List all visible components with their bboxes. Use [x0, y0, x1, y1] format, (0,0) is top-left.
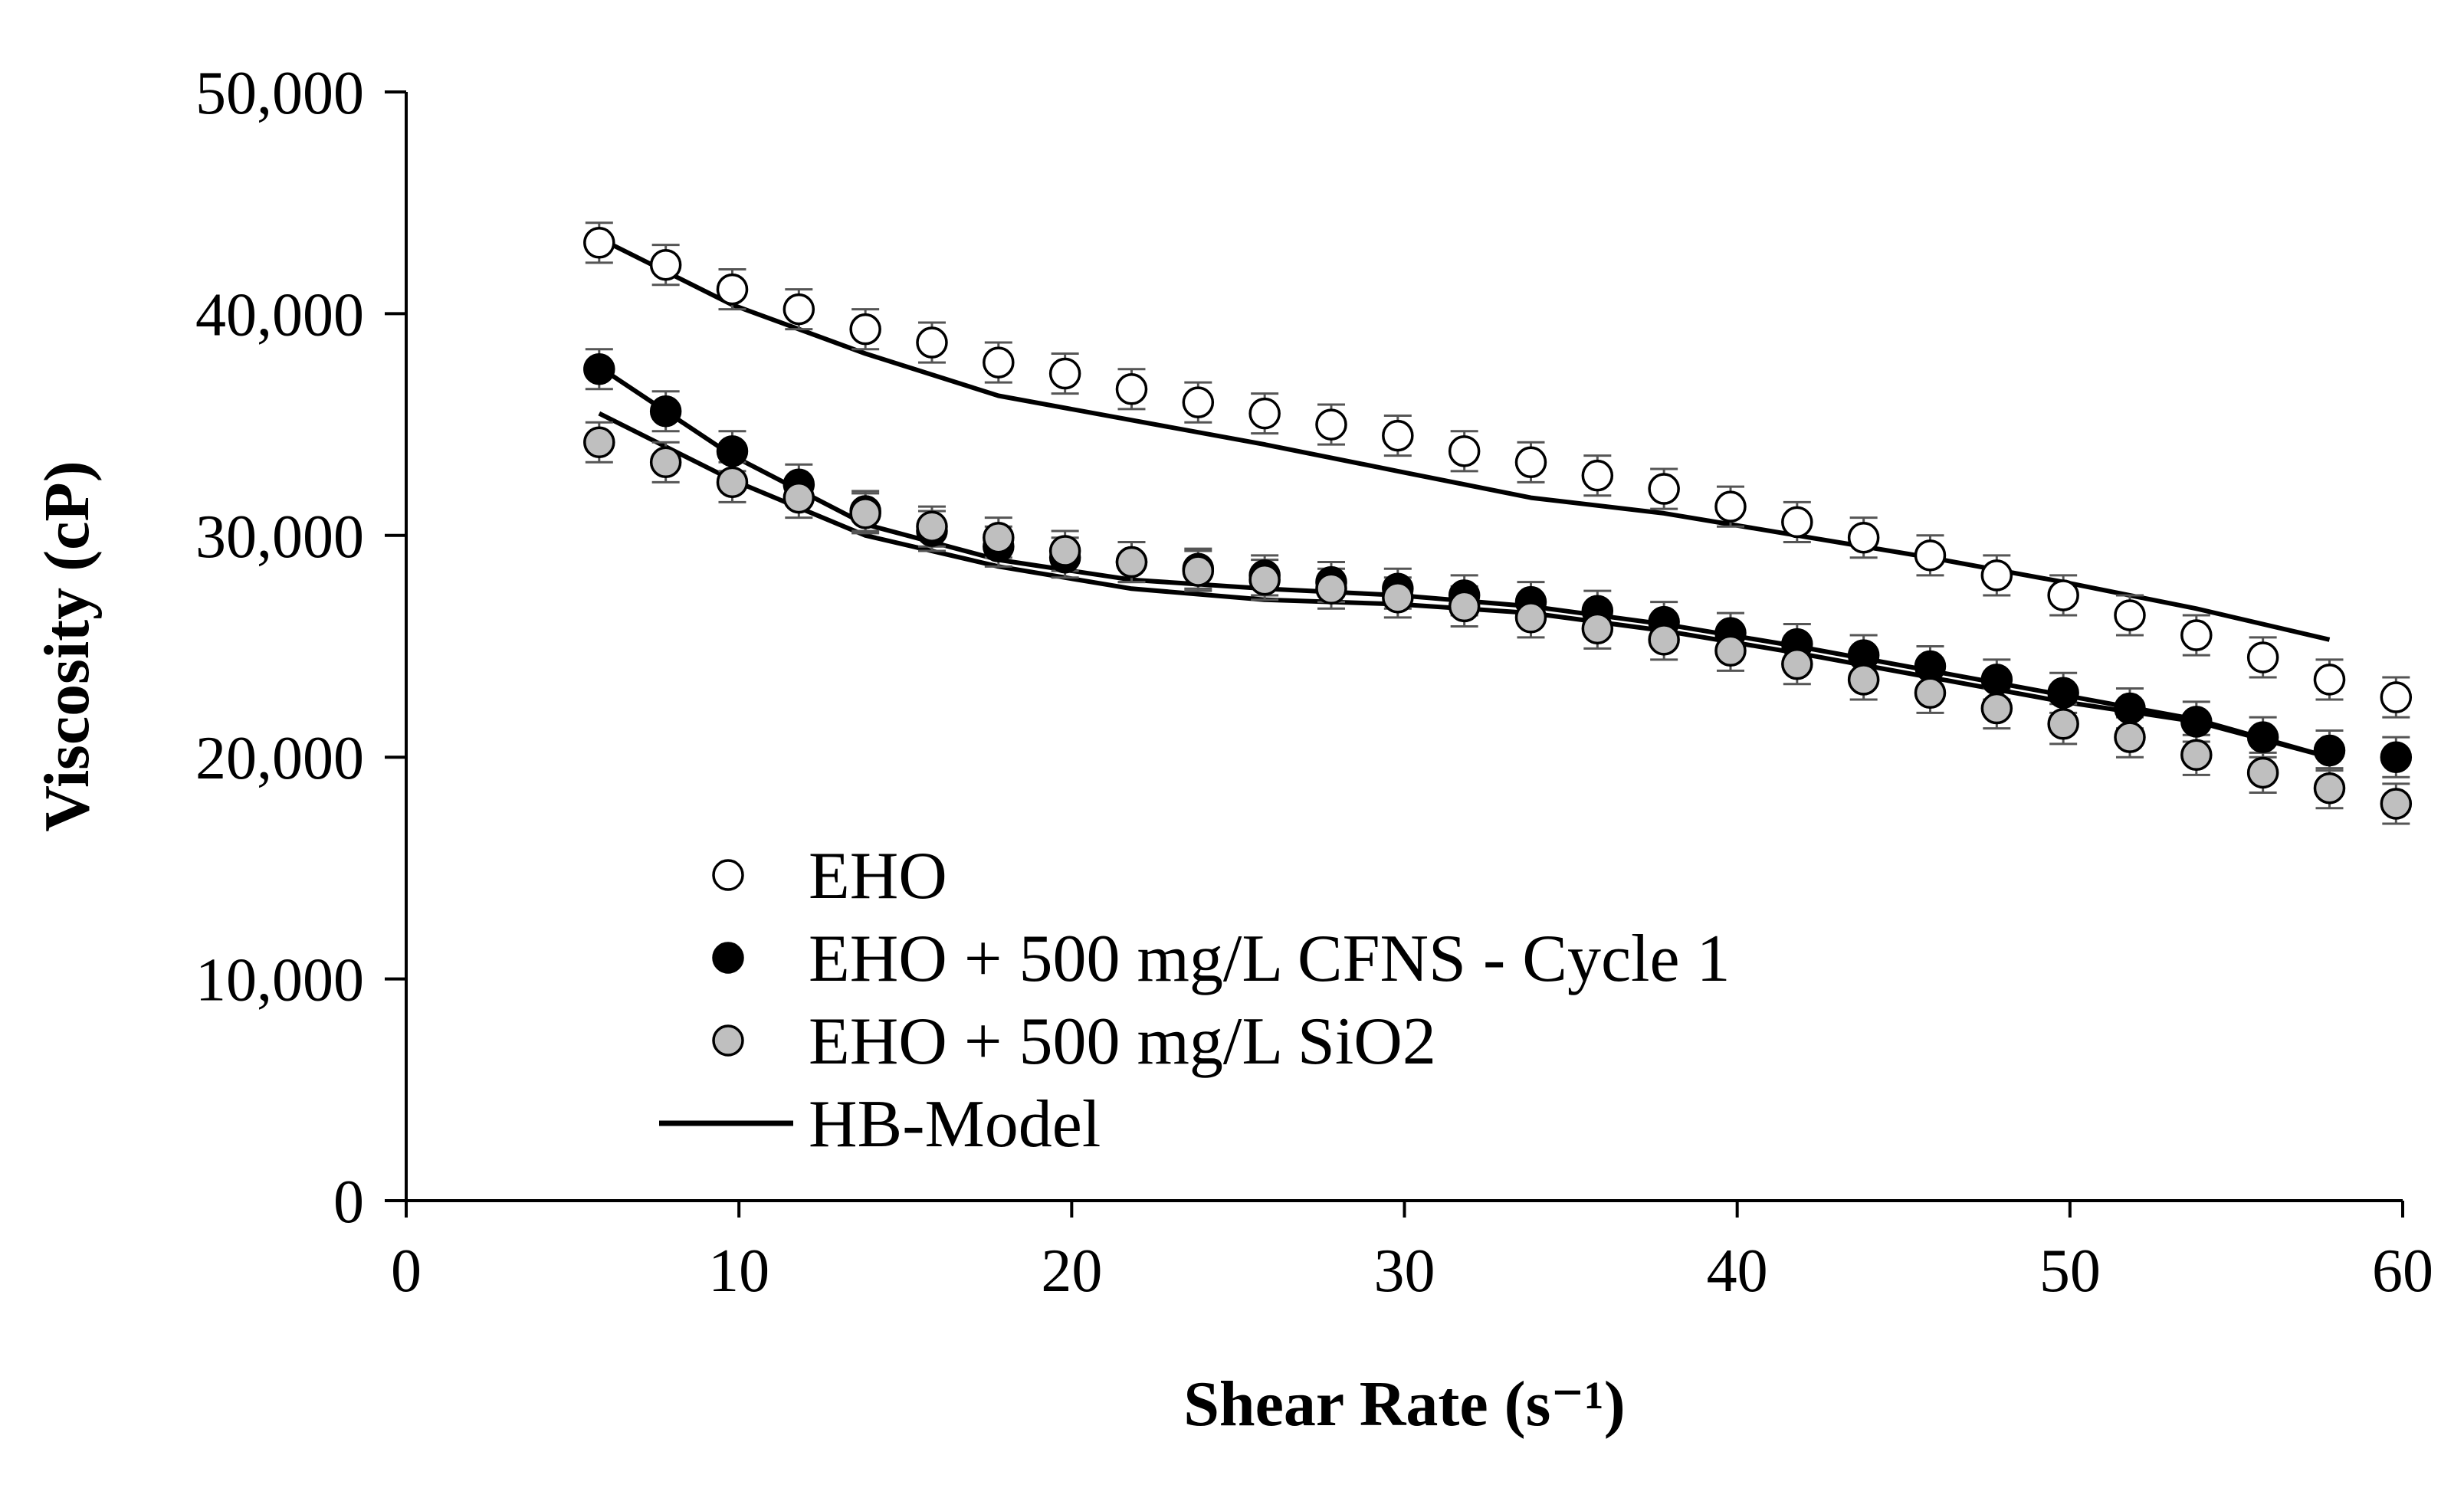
- data-point: [2047, 708, 2079, 740]
- data-point: [1714, 634, 1747, 667]
- data-point: [1248, 397, 1281, 430]
- data-point: [2313, 772, 2346, 805]
- data-point: [1048, 535, 1081, 567]
- x-tick-label: 20: [1041, 1237, 1102, 1305]
- x-tick-label: 0: [391, 1237, 422, 1305]
- data-point: [1514, 446, 1547, 479]
- data-point: [1448, 435, 1481, 467]
- data-point: [2380, 741, 2413, 773]
- data-point: [983, 521, 1015, 554]
- data-point: [1315, 408, 1347, 441]
- data-point: [1115, 546, 1148, 578]
- x-axis-title: Shear Rate (s⁻¹): [1183, 1368, 1626, 1440]
- data-point: [1315, 572, 1347, 605]
- legend-marker-swatch: [712, 942, 744, 974]
- data-point: [849, 497, 881, 529]
- data-point: [1914, 677, 1947, 710]
- data-point: [2114, 721, 2146, 753]
- data-point: [2246, 756, 2279, 789]
- data-point: [783, 481, 815, 514]
- data-point: [1847, 664, 1880, 696]
- x-tick-label: 50: [2039, 1237, 2101, 1305]
- data-point: [2313, 664, 2346, 696]
- data-point: [1781, 506, 1813, 539]
- data-point: [716, 466, 749, 499]
- data-point: [1914, 539, 1947, 572]
- data-point: [1980, 559, 2013, 592]
- data-point: [2114, 599, 2146, 631]
- data-point: [1048, 357, 1081, 390]
- data-point: [1714, 490, 1747, 523]
- x-tick-label: 60: [2372, 1237, 2433, 1305]
- data-point: [2246, 641, 2279, 674]
- x-tick-label: 30: [1374, 1237, 1435, 1305]
- data-point: [1182, 386, 1215, 418]
- data-point: [783, 293, 815, 326]
- legend-marker-swatch: [712, 1024, 744, 1057]
- data-point: [1581, 612, 1614, 645]
- legend-label: EHO + 500 mg/L SiO2: [809, 1005, 1436, 1079]
- data-point: [2047, 677, 2079, 710]
- data-point: [583, 426, 615, 459]
- data-point: [1648, 473, 1680, 505]
- axes: 0 10 20 30 40 50 60 0 10,000 20,000 30,000 40,000 50…: [195, 60, 2433, 1305]
- y-tick-label: 30,000: [195, 503, 364, 571]
- data-point: [1382, 419, 1414, 452]
- hb-model-line: [598, 236, 2331, 642]
- y-tick-label: 50,000: [195, 60, 364, 127]
- legend-label: EHO: [809, 839, 947, 913]
- data-point: [2380, 681, 2413, 713]
- data-point: [716, 273, 749, 306]
- data-point: [1980, 692, 2013, 725]
- data-markers: [583, 227, 2413, 820]
- data-point: [1847, 521, 1880, 554]
- data-point: [2180, 739, 2213, 772]
- data-point: [1382, 582, 1414, 614]
- data-point: [1514, 601, 1547, 634]
- y-tick-label: 10,000: [195, 947, 364, 1014]
- data-point: [2180, 706, 2213, 738]
- y-axis-title: Viscosity (cP): [31, 460, 103, 831]
- data-point: [983, 346, 1015, 379]
- data-point: [1581, 459, 1614, 492]
- x-tick-label: 10: [708, 1237, 769, 1305]
- legend-marker-swatch: [712, 859, 744, 891]
- data-point: [649, 446, 682, 479]
- data-point: [583, 353, 615, 385]
- data-point: [2114, 692, 2146, 725]
- data-point: [716, 435, 749, 467]
- legend-label: EHO + 500 mg/L CFNS - Cycle 1: [809, 922, 1731, 996]
- data-point: [649, 248, 682, 281]
- data-point: [1115, 373, 1148, 405]
- data-point: [1648, 624, 1680, 656]
- data-point: [583, 227, 615, 259]
- data-point: [1248, 563, 1281, 596]
- x-tick-label: 40: [1707, 1237, 1768, 1305]
- y-tick-label: 40,000: [195, 281, 364, 349]
- data-point: [2180, 619, 2213, 651]
- legend-label: HB-Model: [809, 1087, 1101, 1162]
- data-point: [1980, 664, 2013, 696]
- data-point: [2380, 788, 2413, 820]
- data-point: [649, 395, 682, 428]
- data-point: [916, 510, 948, 542]
- data-point: [849, 313, 881, 346]
- data-point: [2047, 579, 2079, 611]
- data-point: [1182, 555, 1215, 587]
- data-point: [2313, 734, 2346, 767]
- data-point: [1914, 650, 1947, 683]
- y-tick-label: 20,000: [195, 725, 364, 792]
- data-point: [1781, 647, 1813, 680]
- data-point: [916, 326, 948, 359]
- y-tick-label: 0: [333, 1168, 364, 1236]
- data-point: [1448, 590, 1481, 623]
- legend: EHO EHO + 500 mg/L CFNS - Cycle 1 EHO + 50…: [659, 839, 1731, 1162]
- data-point: [2246, 721, 2279, 753]
